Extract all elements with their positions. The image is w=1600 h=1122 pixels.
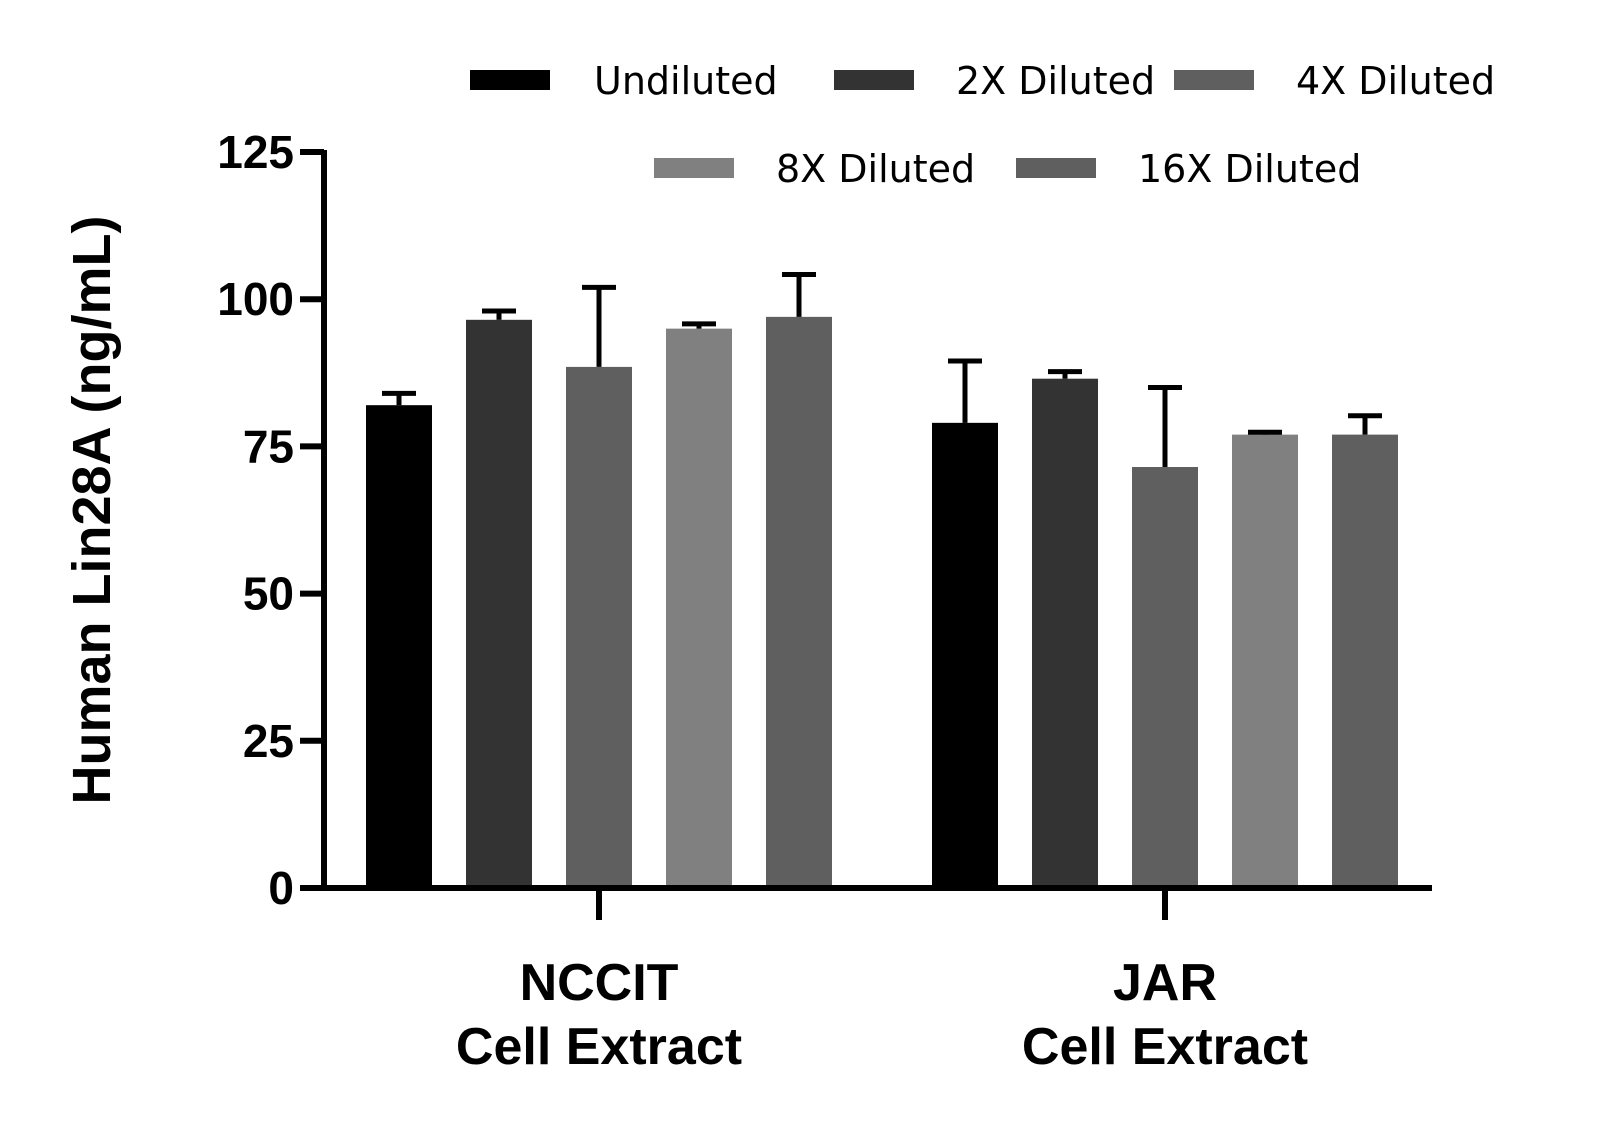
y-tick-label: 100 [217, 273, 294, 325]
legend-label: 8X Diluted [776, 147, 975, 191]
bar [1332, 434, 1398, 888]
bar [1032, 378, 1098, 888]
legend-label: 2X Diluted [956, 59, 1155, 103]
x-category-label: Cell Extract [1022, 1018, 1308, 1076]
y-tick-label: 25 [243, 715, 294, 767]
axes: 0 25 50 75 100 125 NCCIT Cell Extract JAR Cell Ex… [217, 126, 1432, 1076]
bar [666, 328, 732, 888]
legend: Undiluted 2X Diluted 4X Diluted 8X Diluted 1… [470, 59, 1495, 191]
bar [566, 366, 632, 888]
y-tick-label: 75 [243, 420, 294, 472]
legend-label: 4X Diluted [1296, 59, 1495, 103]
y-tick-label: 125 [217, 126, 294, 178]
y-tick-label: 50 [243, 568, 294, 620]
legend-swatch [654, 158, 734, 178]
bar [466, 319, 532, 889]
error-bars [382, 271, 1382, 468]
legend-swatch [470, 70, 550, 90]
bar [766, 316, 832, 888]
legend-label: 16X Diluted [1138, 147, 1361, 191]
y-axis-title: Human Lin28A (ng/mL) [62, 216, 122, 805]
legend-label: Undiluted [594, 59, 778, 103]
legend-swatch [1016, 158, 1096, 178]
bar [932, 422, 998, 888]
y-tick-label: 0 [268, 862, 294, 914]
legend-swatch [1174, 70, 1254, 90]
legend-swatch [834, 70, 914, 90]
x-category-label: JAR [1113, 954, 1217, 1012]
x-category-label: Cell Extract [456, 1018, 742, 1076]
bar [366, 405, 432, 888]
x-category-label: NCCIT [520, 954, 679, 1012]
bars [366, 316, 1398, 889]
bar [1132, 467, 1198, 888]
bar [1232, 434, 1298, 888]
